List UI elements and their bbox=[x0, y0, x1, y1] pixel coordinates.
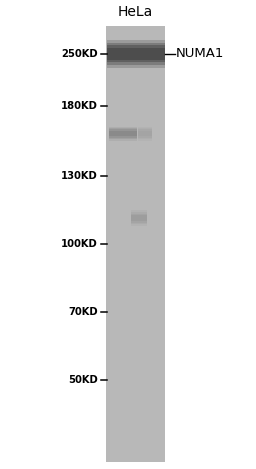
Bar bbox=[138, 128, 152, 139]
Bar bbox=[106, 26, 165, 462]
Bar bbox=[109, 127, 137, 141]
Text: NUMA1: NUMA1 bbox=[175, 47, 224, 61]
Text: 70KD: 70KD bbox=[68, 307, 98, 317]
Bar bbox=[107, 40, 165, 68]
Bar bbox=[138, 131, 152, 136]
Bar bbox=[131, 213, 147, 223]
Text: HeLa: HeLa bbox=[118, 5, 153, 19]
Bar bbox=[131, 215, 147, 221]
Bar bbox=[109, 129, 137, 138]
Bar bbox=[131, 212, 147, 224]
Bar bbox=[138, 129, 152, 138]
Bar bbox=[109, 131, 137, 136]
Bar bbox=[109, 128, 137, 139]
Text: 50KD: 50KD bbox=[68, 375, 98, 385]
Bar bbox=[107, 48, 165, 60]
Bar bbox=[107, 43, 165, 65]
Text: 180KD: 180KD bbox=[61, 100, 98, 111]
Bar bbox=[138, 127, 152, 141]
Text: 250KD: 250KD bbox=[61, 49, 98, 59]
Text: 130KD: 130KD bbox=[61, 171, 98, 181]
Bar bbox=[131, 211, 147, 226]
Text: 100KD: 100KD bbox=[61, 239, 98, 249]
Bar bbox=[107, 45, 165, 62]
